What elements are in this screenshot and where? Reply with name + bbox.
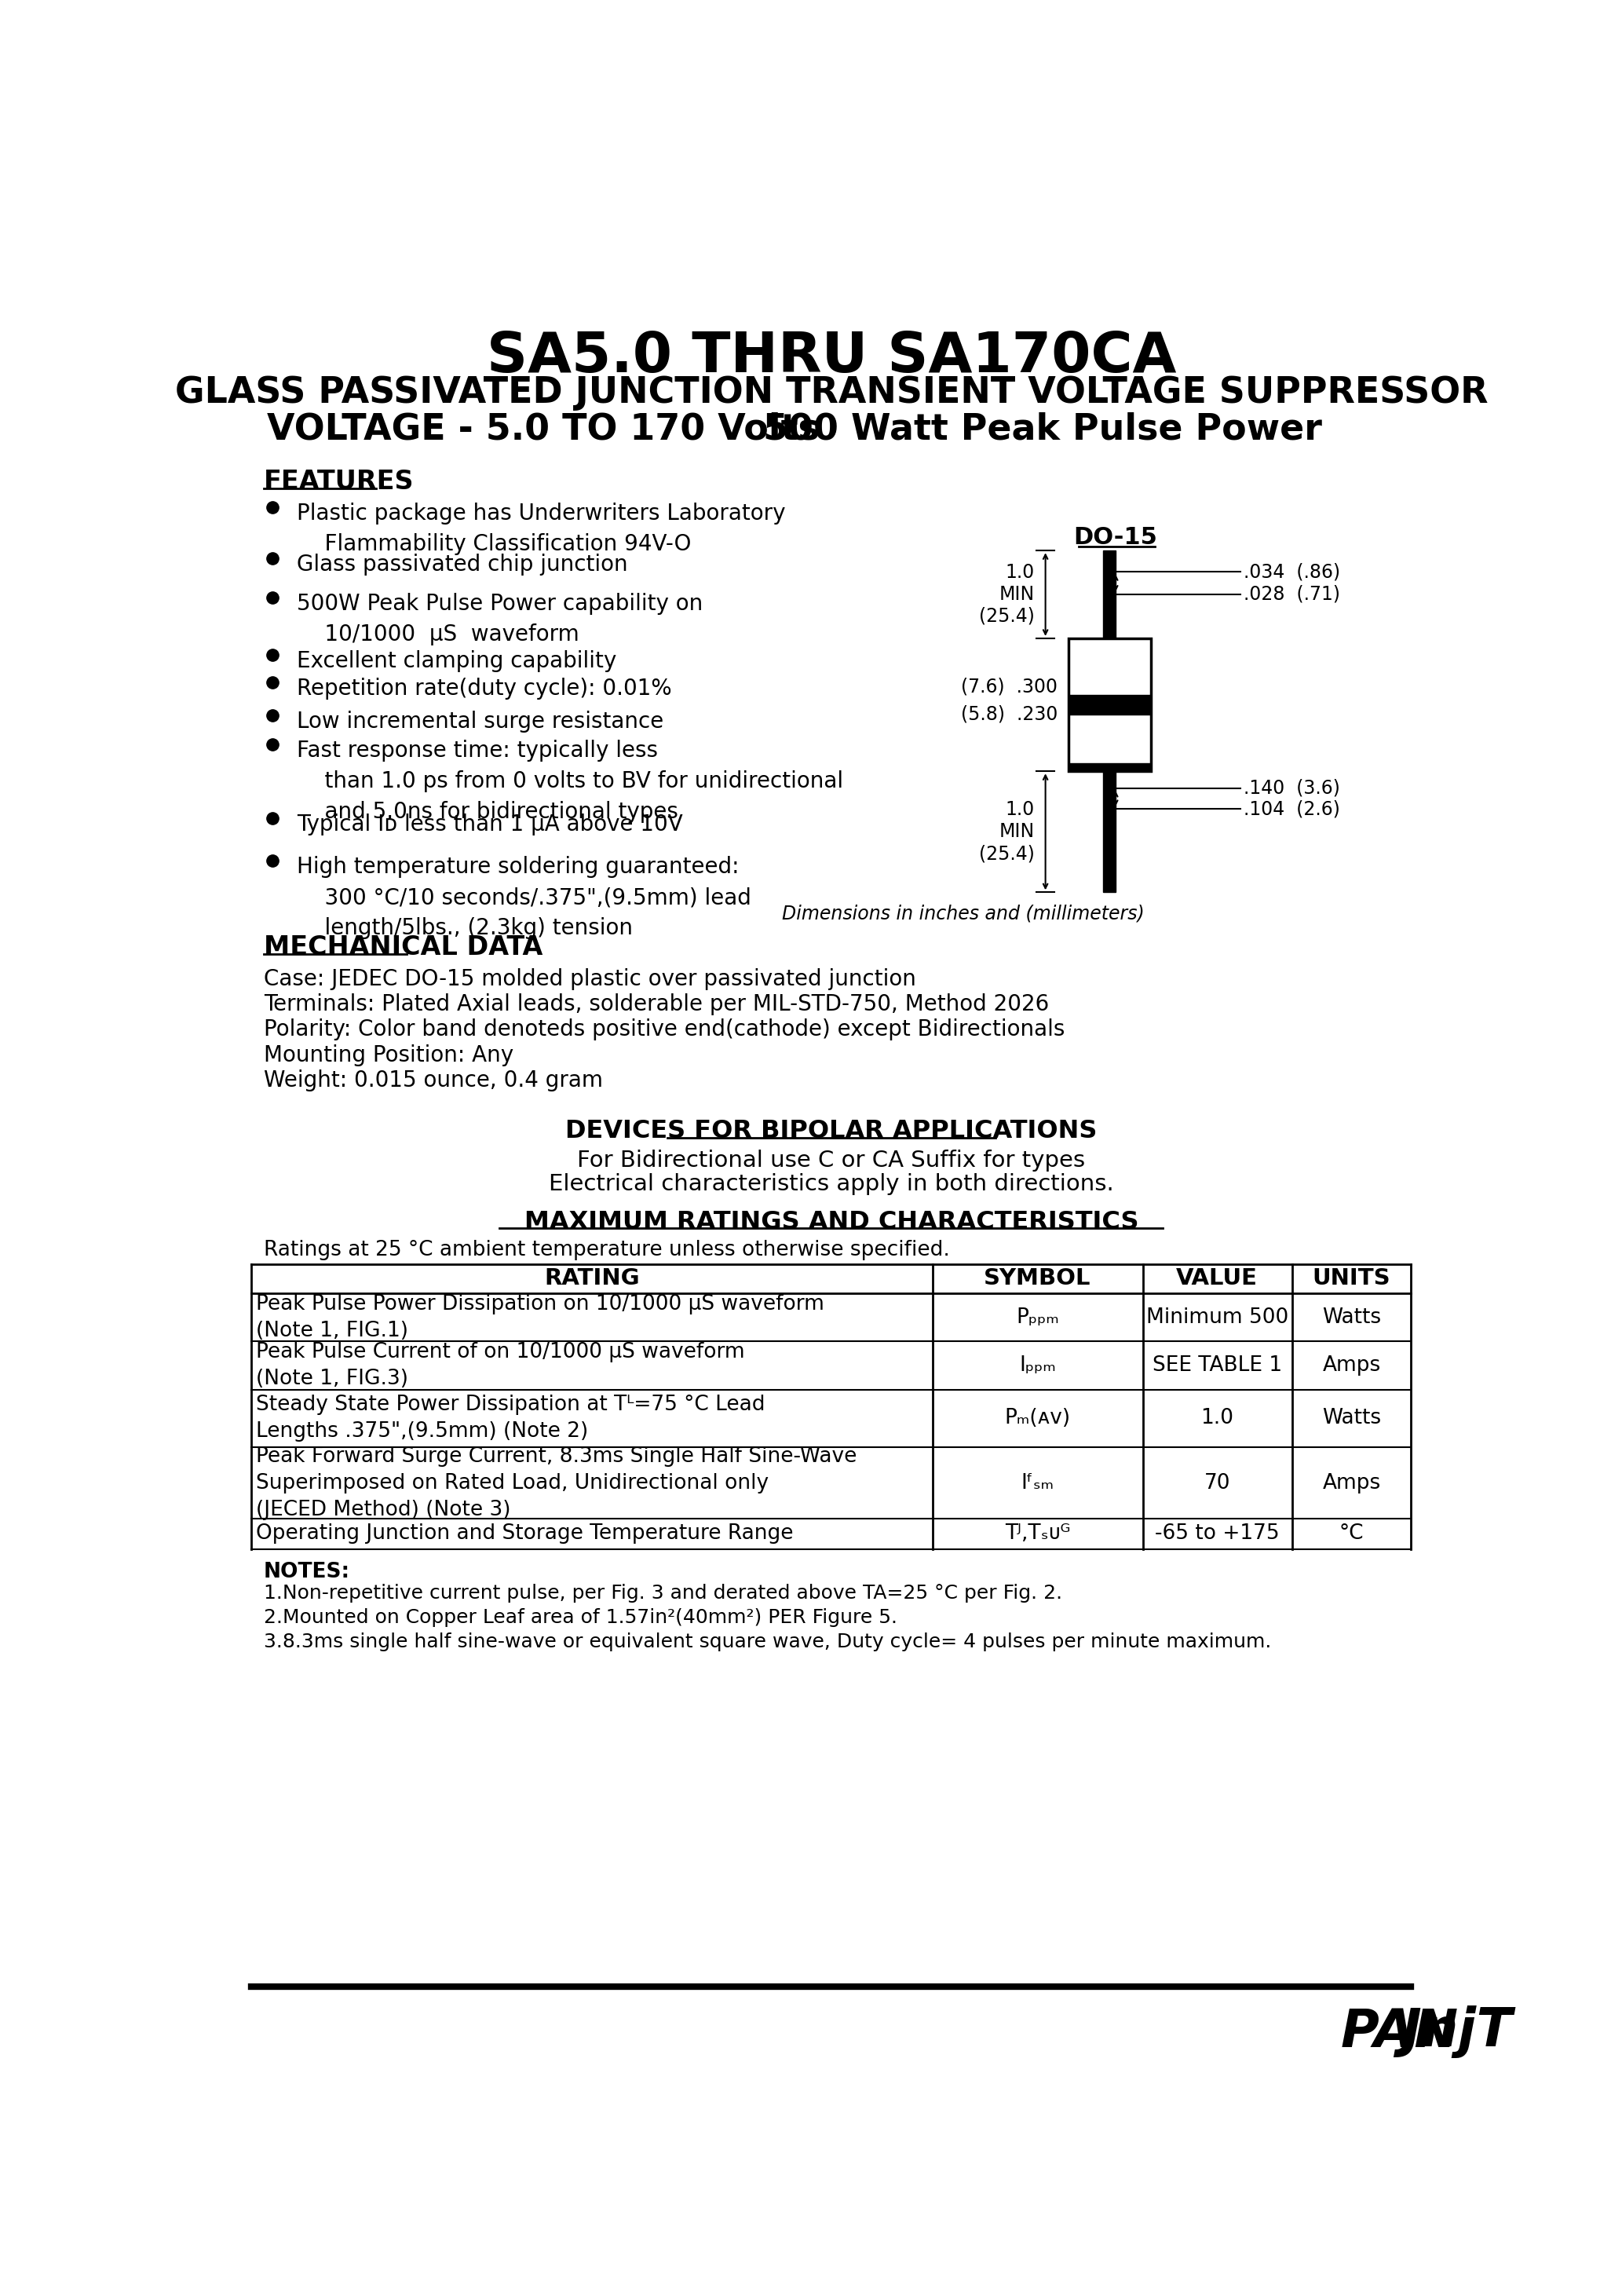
Text: 1.Non-repetitive current pulse, per Fig. 3 and derated above TA=25 °C per Fig. 2: 1.Non-repetitive current pulse, per Fig.… bbox=[264, 1584, 1062, 1603]
Text: For Bidirectional use C or CA Suffix for types: For Bidirectional use C or CA Suffix for… bbox=[577, 1150, 1085, 1171]
Text: 500 Watt Peak Pulse Power: 500 Watt Peak Pulse Power bbox=[762, 411, 1322, 448]
Text: 1.0
MIN
(25.4): 1.0 MIN (25.4) bbox=[978, 801, 1035, 863]
Text: Watts: Watts bbox=[1322, 1306, 1380, 1327]
Text: -65 to +175: -65 to +175 bbox=[1155, 1525, 1280, 1543]
Text: Peak Forward Surge Current, 8.3ms Single Half Sine-Wave
Superimposed on Rated Lo: Peak Forward Surge Current, 8.3ms Single… bbox=[256, 1446, 856, 1520]
Text: MAXIMUM RATINGS AND CHARACTERISTICS: MAXIMUM RATINGS AND CHARACTERISTICS bbox=[524, 1210, 1139, 1233]
Text: JǌT: JǌT bbox=[1401, 2007, 1512, 2057]
Text: (7.6)  .300: (7.6) .300 bbox=[962, 677, 1058, 696]
Text: MECHANICAL DATA: MECHANICAL DATA bbox=[264, 934, 543, 960]
Text: Operating Junction and Storage Temperature Range: Operating Junction and Storage Temperatu… bbox=[256, 1525, 793, 1543]
Text: 70: 70 bbox=[1204, 1472, 1229, 1492]
Text: Repetition rate(duty cycle): 0.01%: Repetition rate(duty cycle): 0.01% bbox=[297, 677, 672, 700]
Bar bbox=[1103, 771, 1116, 893]
Text: Pₘ(ᴀᴠ): Pₘ(ᴀᴠ) bbox=[1004, 1407, 1071, 1428]
Bar bbox=[1069, 638, 1150, 647]
Text: Glass passivated chip junction: Glass passivated chip junction bbox=[297, 553, 628, 576]
Text: RATING: RATING bbox=[545, 1267, 641, 1290]
Text: PAN: PAN bbox=[1340, 2007, 1458, 2057]
Text: DO-15: DO-15 bbox=[1074, 526, 1158, 549]
Text: 3.8.3ms single half sine-wave or equivalent square wave, Duty cycle= 4 pulses pe: 3.8.3ms single half sine-wave or equival… bbox=[264, 1632, 1272, 1651]
Text: High temperature soldering guaranteed:
    300 °C/10 seconds/.375",(9.5mm) lead
: High temperature soldering guaranteed: 3… bbox=[297, 856, 751, 939]
Text: Watts: Watts bbox=[1322, 1407, 1380, 1428]
Text: Minimum 500: Minimum 500 bbox=[1145, 1306, 1288, 1327]
Text: UNITS: UNITS bbox=[1312, 1267, 1390, 1290]
Text: Terminals: Plated Axial leads, solderable per MIL-STD-750, Method 2026: Terminals: Plated Axial leads, solderabl… bbox=[264, 994, 1049, 1015]
Bar bbox=[1069, 638, 1150, 771]
Text: Polarity: Color band denoteds positive end(cathode) except Bidirectionals: Polarity: Color band denoteds positive e… bbox=[264, 1019, 1064, 1040]
Text: Plastic package has Underwriters Laboratory
    Flammability Classification 94V-: Plastic package has Underwriters Laborat… bbox=[297, 503, 785, 556]
Text: SEE TABLE 1: SEE TABLE 1 bbox=[1152, 1355, 1281, 1375]
Text: GLASS PASSIVATED JUNCTION TRANSIENT VOLTAGE SUPPRESSOR: GLASS PASSIVATED JUNCTION TRANSIENT VOLT… bbox=[175, 374, 1487, 411]
Text: SA5.0 THRU SA170CA: SA5.0 THRU SA170CA bbox=[487, 331, 1176, 383]
Text: Iₚₚₘ: Iₚₚₘ bbox=[1019, 1355, 1056, 1375]
Bar bbox=[1103, 551, 1116, 638]
Text: Peak Pulse Power Dissipation on 10/1000 μS waveform
(Note 1, FIG.1): Peak Pulse Power Dissipation on 10/1000 … bbox=[256, 1293, 824, 1341]
Text: Low incremental surge resistance: Low incremental surge resistance bbox=[297, 712, 663, 732]
Text: Tᴶ,Tₛᴜᴳ: Tᴶ,Tₛᴜᴳ bbox=[1004, 1525, 1071, 1543]
Text: Excellent clamping capability: Excellent clamping capability bbox=[297, 650, 616, 673]
Text: Amps: Amps bbox=[1322, 1472, 1380, 1492]
Text: °C: °C bbox=[1340, 1525, 1364, 1543]
Text: 1.0: 1.0 bbox=[1200, 1407, 1233, 1428]
Text: 1.0
MIN
(25.4): 1.0 MIN (25.4) bbox=[978, 563, 1035, 625]
Text: Amps: Amps bbox=[1322, 1355, 1380, 1375]
Text: Iᶠₛₘ: Iᶠₛₘ bbox=[1020, 1472, 1054, 1492]
Text: FEATURES: FEATURES bbox=[264, 468, 414, 496]
Text: .140  (3.6): .140 (3.6) bbox=[1242, 778, 1340, 797]
Text: (5.8)  .230: (5.8) .230 bbox=[960, 705, 1058, 723]
Bar bbox=[1069, 762, 1150, 771]
Text: Ratings at 25 °C ambient temperature unless otherwise specified.: Ratings at 25 °C ambient temperature unl… bbox=[264, 1240, 949, 1261]
Text: Fast response time: typically less
    than 1.0 ps from 0 volts to BV for unidir: Fast response time: typically less than … bbox=[297, 739, 843, 822]
Text: DEVICES FOR BIPOLAR APPLICATIONS: DEVICES FOR BIPOLAR APPLICATIONS bbox=[566, 1118, 1096, 1143]
Text: Mounting Position: Any: Mounting Position: Any bbox=[264, 1045, 513, 1065]
Text: VOLTAGE - 5.0 TO 170 Volts: VOLTAGE - 5.0 TO 170 Volts bbox=[268, 411, 819, 448]
Text: .034  (.86): .034 (.86) bbox=[1242, 563, 1340, 581]
Text: Peak Pulse Current of on 10/1000 μS waveform
(Note 1, FIG.3): Peak Pulse Current of on 10/1000 μS wave… bbox=[256, 1343, 744, 1389]
Text: Case: JEDEC DO-15 molded plastic over passivated junction: Case: JEDEC DO-15 molded plastic over pa… bbox=[264, 969, 916, 990]
Text: Typical Iᴅ less than 1 μA above 10V: Typical Iᴅ less than 1 μA above 10V bbox=[297, 813, 683, 836]
Text: Steady State Power Dissipation at Tᴸ=75 °C Lead
Lengths .375",(9.5mm) (Note 2): Steady State Power Dissipation at Tᴸ=75 … bbox=[256, 1394, 766, 1442]
Text: VALUE: VALUE bbox=[1176, 1267, 1257, 1290]
Text: Dimensions in inches and (millimeters): Dimensions in inches and (millimeters) bbox=[782, 905, 1145, 923]
Text: Weight: 0.015 ounce, 0.4 gram: Weight: 0.015 ounce, 0.4 gram bbox=[264, 1070, 603, 1091]
Text: 2.Mounted on Copper Leaf area of 1.57in²(40mm²) PER Figure 5.: 2.Mounted on Copper Leaf area of 1.57in²… bbox=[264, 1607, 897, 1628]
Bar bbox=[1069, 696, 1150, 714]
Text: SYMBOL: SYMBOL bbox=[985, 1267, 1092, 1290]
Text: .104  (2.6): .104 (2.6) bbox=[1242, 799, 1340, 817]
Text: 500W Peak Pulse Power capability on
    10/1000  μS  waveform: 500W Peak Pulse Power capability on 10/1… bbox=[297, 592, 704, 645]
Text: Electrical characteristics apply in both directions.: Electrical characteristics apply in both… bbox=[548, 1173, 1114, 1196]
Text: .028  (.71): .028 (.71) bbox=[1242, 585, 1340, 604]
Text: NOTES:: NOTES: bbox=[264, 1561, 350, 1582]
Text: Pₚₚₘ: Pₚₚₘ bbox=[1015, 1306, 1059, 1327]
